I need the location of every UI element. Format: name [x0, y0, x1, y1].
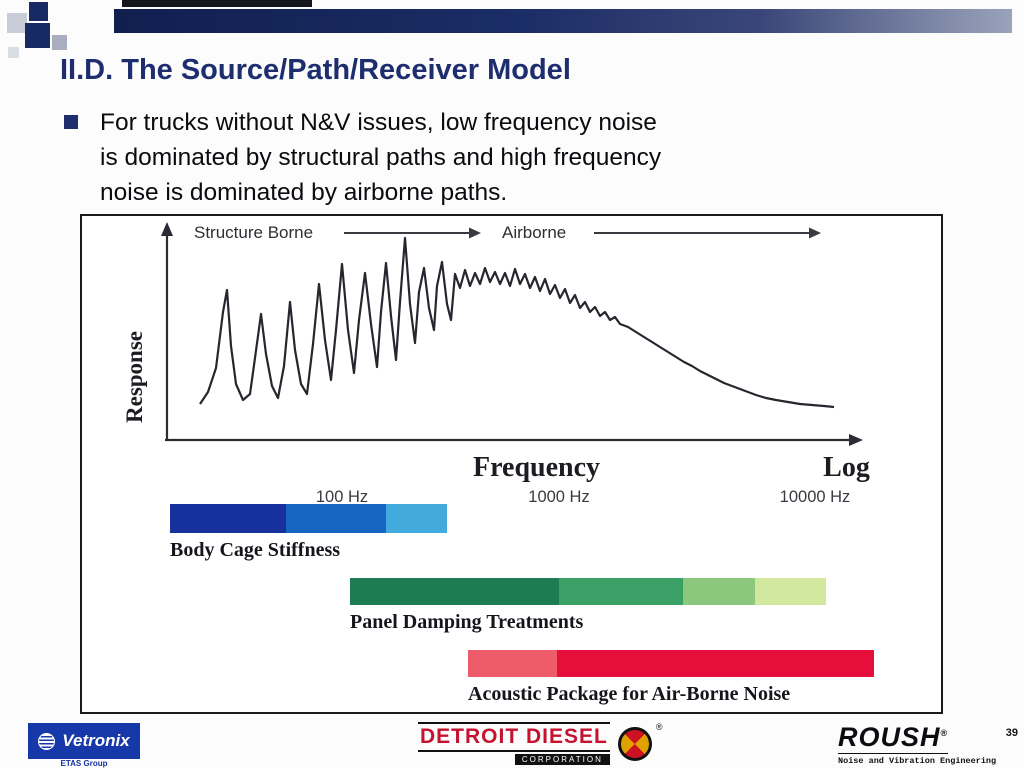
- slide-title: II.D. The Source/Path/Receiver Model: [60, 54, 571, 86]
- bar-label-panel-damping: Panel Damping Treatments: [350, 611, 584, 633]
- bar-segment: [557, 650, 874, 677]
- page-number: 39: [1005, 727, 1018, 739]
- spectrum-plot: [161, 222, 863, 446]
- bar-segment: [683, 578, 755, 605]
- airborne-label: Airborne: [502, 223, 567, 242]
- deco-top-gradient-bar: [114, 9, 1012, 33]
- y-axis-label: Response: [122, 330, 147, 423]
- airborne-arrowhead-icon: [809, 227, 821, 239]
- tick-10000hz: 10000 Hz: [779, 488, 851, 506]
- treatment-bar-panel-damping: Panel Damping Treatments: [350, 578, 826, 634]
- deco-square-gray-2: [52, 35, 67, 50]
- tick-100hz: 100 Hz: [315, 488, 369, 506]
- bullet-text: For trucks without N&V issues, low frequ…: [100, 109, 662, 206]
- bar-track-body-cage: [170, 504, 447, 533]
- vetronix-logo: Vetronix: [28, 723, 140, 759]
- bar-segment: [286, 504, 387, 533]
- vetronix-globe-icon: [38, 732, 56, 750]
- spectrum-curve: [199, 236, 835, 409]
- deco-square-gray-1: [7, 13, 27, 33]
- bar-track-acoustic-package: [468, 650, 874, 677]
- detroit-diesel-text: DETROIT DIESEL CORPORATION: [418, 722, 610, 765]
- bar-segment: [350, 578, 560, 605]
- vetronix-name: Vetronix: [62, 731, 130, 750]
- y-axis-arrowhead-icon: [161, 222, 173, 236]
- bullet-marker: [64, 115, 78, 129]
- detroit-diesel-caption: CORPORATION: [514, 754, 610, 765]
- deco-square-gray-3: [8, 47, 19, 58]
- structure-borne-arrowhead-icon: [469, 227, 481, 239]
- bar-track-panel-damping: [350, 578, 826, 605]
- bar-segment: [170, 504, 287, 533]
- x-axis-arrowhead-icon: [849, 434, 863, 446]
- bullet-row: For trucks without N&V issues, low frequ…: [64, 106, 675, 210]
- detroit-diesel-registered-mark: ®: [655, 722, 663, 732]
- deco-square-navy-2: [25, 23, 50, 48]
- bar-segment: [468, 650, 558, 677]
- bar-segment: [754, 578, 826, 605]
- tick-1000hz: 1000 Hz: [528, 488, 590, 506]
- roush-registered-mark: ®: [940, 728, 949, 738]
- treatment-bar-body-cage: Body Cage Stiffness: [170, 504, 447, 562]
- bar-label-body-cage: Body Cage Stiffness: [170, 539, 341, 561]
- bar-segment: [559, 578, 684, 605]
- detroit-diesel-name: DETROIT DIESEL: [418, 722, 610, 752]
- bar-segment: [386, 504, 447, 533]
- x-scale-label: Log: [823, 452, 870, 483]
- detroit-diesel-emblem-icon: [617, 726, 652, 761]
- deco-square-navy-1: [29, 2, 48, 21]
- treatment-bar-acoustic-package: Acoustic Package for Air-Borne Noise: [468, 650, 874, 706]
- figure-panel: Structure Borne Airborne Response Freque…: [80, 214, 943, 714]
- roush-name-text: ROUSH: [838, 722, 941, 752]
- detroit-diesel-logo: DETROIT DIESEL CORPORATION ®: [418, 722, 663, 765]
- structure-borne-label: Structure Borne: [194, 223, 314, 242]
- roush-caption: Noise and Vibration Engineering: [838, 756, 997, 766]
- bar-label-acoustic-package: Acoustic Package for Air-Borne Noise: [468, 683, 791, 705]
- roush-logo: ROUSH® Noise and Vibration Engineering: [838, 724, 996, 766]
- x-axis-label: Frequency: [472, 452, 601, 483]
- deco-top-black-bar: [122, 0, 312, 7]
- etas-group-caption: ETAS Group: [60, 759, 108, 768]
- roush-name: ROUSH®: [838, 722, 949, 754]
